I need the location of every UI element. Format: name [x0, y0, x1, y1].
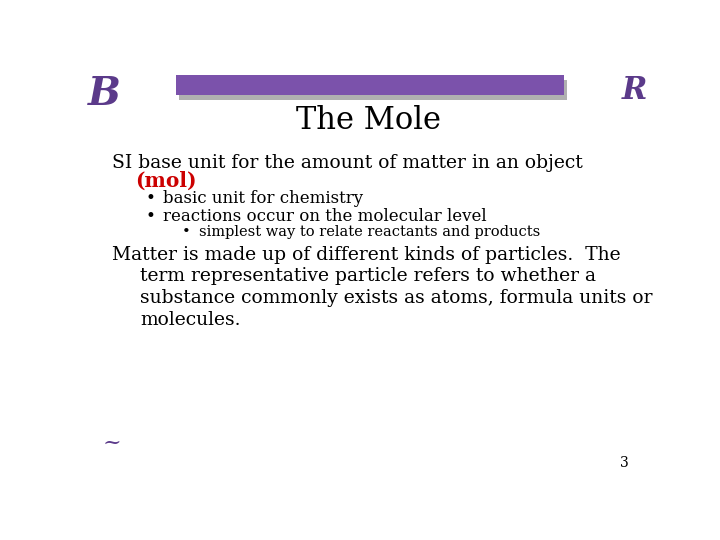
Text: 3: 3: [620, 456, 629, 470]
Text: reactions occur on the molecular level: reactions occur on the molecular level: [163, 208, 486, 225]
Text: R: R: [621, 75, 647, 106]
Text: basic unit for chemistry: basic unit for chemistry: [163, 191, 363, 207]
Text: B: B: [88, 75, 120, 113]
Text: •: •: [145, 191, 156, 207]
FancyBboxPatch shape: [176, 75, 564, 94]
Text: substance commonly exists as atoms, formula units or: substance commonly exists as atoms, form…: [140, 289, 653, 307]
Text: simplest way to relate reactants and products: simplest way to relate reactants and pro…: [199, 225, 540, 239]
Text: term representative particle refers to whether a: term representative particle refers to w…: [140, 267, 596, 285]
Text: •: •: [145, 208, 156, 225]
Text: •: •: [182, 225, 191, 239]
Text: SI base unit for the amount of matter in an object: SI base unit for the amount of matter in…: [112, 154, 583, 172]
FancyBboxPatch shape: [179, 80, 567, 100]
Text: ~: ~: [103, 431, 122, 454]
Text: The Mole: The Mole: [297, 105, 441, 137]
Text: molecules.: molecules.: [140, 310, 240, 328]
Text: (mol): (mol): [135, 171, 196, 191]
Text: Matter is made up of different kinds of particles.  The: Matter is made up of different kinds of …: [112, 246, 621, 264]
